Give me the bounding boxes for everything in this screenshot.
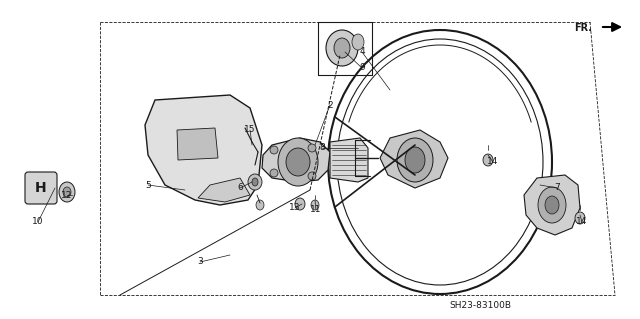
- Ellipse shape: [405, 147, 425, 173]
- Text: 4: 4: [359, 48, 365, 56]
- Ellipse shape: [59, 182, 75, 202]
- Text: 5: 5: [145, 181, 151, 189]
- Text: 13: 13: [289, 204, 301, 212]
- Polygon shape: [262, 138, 330, 182]
- Ellipse shape: [278, 138, 318, 186]
- Text: 10: 10: [32, 218, 44, 226]
- Text: 11: 11: [310, 205, 322, 214]
- Ellipse shape: [248, 174, 262, 190]
- Ellipse shape: [286, 148, 310, 176]
- Text: 14: 14: [487, 158, 499, 167]
- Ellipse shape: [252, 178, 258, 186]
- Ellipse shape: [575, 212, 585, 224]
- FancyBboxPatch shape: [25, 172, 57, 204]
- Polygon shape: [330, 138, 368, 182]
- Ellipse shape: [256, 200, 264, 210]
- Ellipse shape: [295, 198, 305, 210]
- Polygon shape: [198, 178, 250, 202]
- Ellipse shape: [326, 30, 358, 66]
- Text: 9: 9: [359, 63, 365, 72]
- Ellipse shape: [311, 200, 319, 210]
- Ellipse shape: [334, 38, 350, 58]
- Polygon shape: [177, 128, 218, 160]
- Ellipse shape: [538, 187, 566, 223]
- Ellipse shape: [270, 146, 278, 154]
- Text: 14: 14: [576, 218, 588, 226]
- Text: FR.: FR.: [574, 23, 592, 33]
- Ellipse shape: [483, 154, 493, 166]
- Text: 3: 3: [197, 257, 203, 266]
- Polygon shape: [145, 95, 262, 205]
- Ellipse shape: [308, 144, 316, 152]
- Ellipse shape: [397, 138, 433, 182]
- Text: H: H: [35, 181, 47, 195]
- Ellipse shape: [270, 169, 278, 177]
- Text: 15: 15: [244, 125, 256, 135]
- Text: 12: 12: [61, 190, 73, 199]
- Ellipse shape: [352, 34, 364, 50]
- Ellipse shape: [545, 196, 559, 214]
- Ellipse shape: [63, 187, 71, 197]
- Text: SH23-83100B: SH23-83100B: [449, 300, 511, 309]
- Polygon shape: [380, 130, 448, 188]
- Text: 8: 8: [319, 144, 325, 152]
- Ellipse shape: [308, 172, 316, 180]
- Text: 6: 6: [237, 183, 243, 192]
- Text: 2: 2: [327, 100, 333, 109]
- Text: 7: 7: [554, 183, 560, 192]
- Polygon shape: [524, 175, 580, 235]
